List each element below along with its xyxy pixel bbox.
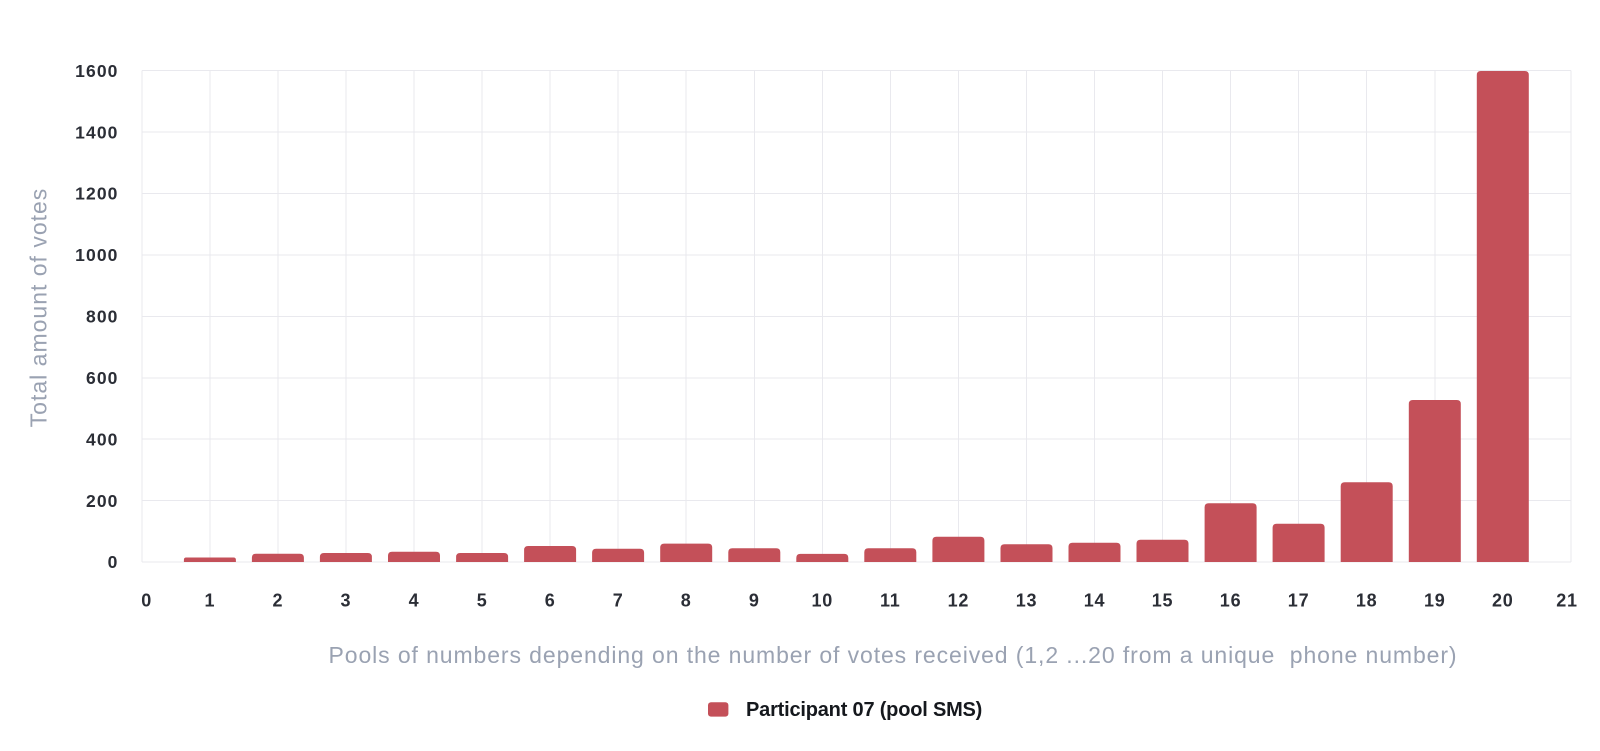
svg-text:800: 800 <box>86 307 119 327</box>
svg-text:2: 2 <box>272 590 283 610</box>
svg-text:7: 7 <box>613 590 624 610</box>
svg-text:5: 5 <box>477 590 488 610</box>
svg-text:Participant 07 (pool SMS): Participant 07 (pool SMS) <box>746 699 982 721</box>
svg-text:0: 0 <box>141 590 152 610</box>
svg-text:600: 600 <box>86 368 119 388</box>
svg-text:18: 18 <box>1356 590 1378 610</box>
svg-text:200: 200 <box>86 491 119 511</box>
svg-text:Pools of numbers depending on: Pools of numbers depending on the number… <box>329 642 1458 668</box>
svg-text:1400: 1400 <box>75 122 118 142</box>
svg-text:15: 15 <box>1152 590 1174 610</box>
svg-text:400: 400 <box>86 429 119 449</box>
svg-text:19: 19 <box>1424 590 1446 610</box>
svg-text:14: 14 <box>1084 590 1106 610</box>
svg-text:3: 3 <box>340 590 351 610</box>
svg-text:4: 4 <box>409 590 420 610</box>
svg-text:0: 0 <box>108 552 119 572</box>
svg-text:1600: 1600 <box>75 61 118 81</box>
svg-text:Total amount of votes: Total amount of votes <box>26 188 52 428</box>
svg-text:13: 13 <box>1016 590 1038 610</box>
svg-text:20: 20 <box>1492 590 1514 610</box>
svg-text:1: 1 <box>204 590 215 610</box>
svg-text:11: 11 <box>880 590 901 610</box>
svg-text:21: 21 <box>1556 590 1578 610</box>
svg-text:12: 12 <box>948 590 970 610</box>
svg-text:10: 10 <box>811 590 833 610</box>
svg-text:1200: 1200 <box>75 184 118 204</box>
svg-text:9: 9 <box>749 590 760 610</box>
svg-text:8: 8 <box>681 590 692 610</box>
svg-text:1000: 1000 <box>75 245 118 265</box>
svg-text:16: 16 <box>1220 590 1242 610</box>
svg-text:17: 17 <box>1288 590 1310 610</box>
svg-text:6: 6 <box>545 590 556 610</box>
